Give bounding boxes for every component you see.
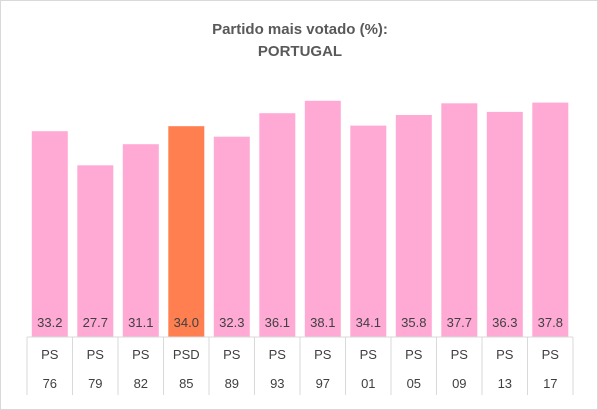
tick-label-party-79: PS [87,347,105,362]
bar-89 [213,136,250,337]
tick-label-party-82: PS [132,347,150,362]
bar-82 [122,144,159,337]
tick-label-year-01: 01 [361,376,375,391]
data-label-82: 31.1 [128,315,153,330]
bar-01 [350,125,387,337]
tick-label-year-79: 79 [88,376,102,391]
tick-label-party-01: PS [360,347,378,362]
tick-label-year-76: 76 [43,376,57,391]
tick-label-year-09: 09 [452,376,466,391]
bar-85 [168,126,205,337]
tick-label-party-09: PS [451,347,469,362]
bar-93 [259,113,296,337]
tick-label-year-97: 97 [316,376,330,391]
data-label-01: 34.1 [356,315,381,330]
data-label-05: 35.8 [401,315,426,330]
bar-09 [441,103,478,337]
bar-97 [304,100,341,337]
data-label-97: 38.1 [310,315,335,330]
tick-label-party-89: PS [223,347,241,362]
bar-79 [77,165,114,337]
tick-label-party-85: PSD [173,347,200,362]
chart-subtitle: PORTUGAL [257,43,343,60]
data-label-89: 32.3 [219,315,244,330]
bar-05 [395,115,432,337]
data-label-79: 27.7 [83,315,108,330]
tick-label-year-13: 13 [498,376,512,391]
data-label-17: 37.8 [538,315,563,330]
tick-label-party-13: PS [496,347,514,362]
data-label-76: 33.2 [37,315,62,330]
tick-label-year-93: 93 [270,376,284,391]
tick-label-party-76: PS [41,347,59,362]
tick-label-year-82: 82 [134,376,148,391]
tick-label-party-17: PS [542,347,560,362]
tick-label-party-93: PS [269,347,287,362]
tick-label-party-97: PS [314,347,332,362]
data-label-13: 36.3 [492,315,517,330]
data-label-85: 34.0 [174,315,199,330]
bar-17 [532,102,569,337]
data-label-93: 36.1 [265,315,290,330]
bar-76 [31,131,68,337]
data-label-09: 37.7 [447,315,472,330]
tick-label-year-17: 17 [543,376,557,391]
tick-label-year-85: 85 [179,376,193,391]
chart-title: Partido mais votado (%): [212,21,388,38]
tick-label-party-05: PS [405,347,423,362]
bar-13 [486,111,523,338]
tick-label-year-05: 05 [407,376,421,391]
tick-label-year-89: 89 [225,376,239,391]
